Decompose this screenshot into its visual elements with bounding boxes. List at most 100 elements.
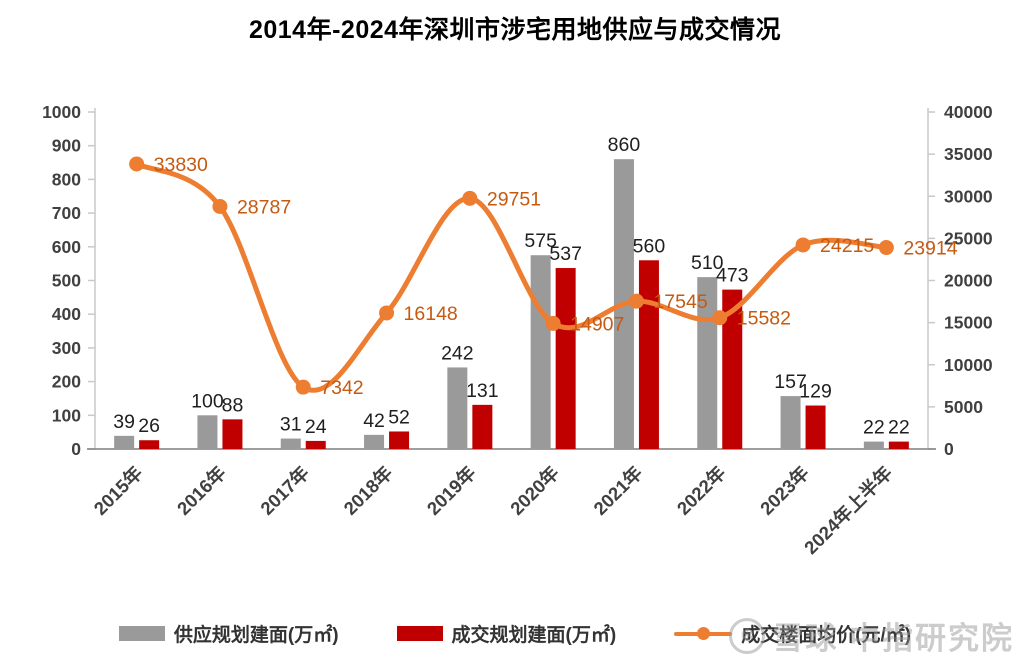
bar-label-supply-2019年: 242 [441,342,474,364]
price-label-2017年: 7342 [320,377,363,399]
right-axis-tick-label: 25000 [944,228,993,248]
x-axis-category-label: 2024年上半年 [800,462,896,558]
x-axis-category-label: 2016年 [173,462,230,519]
bar-label-supply-2020年: 575 [524,230,557,252]
right-axis-tick-label: 15000 [944,313,993,333]
bar-supply-2020年 [530,255,551,449]
bar-label-supply-2015年: 39 [113,411,135,433]
x-axis-category-label: 2023年 [756,462,813,519]
right-axis-tick-label: 5000 [944,397,983,417]
chart-legend: 供应规划建面(万㎡) 成交规划建面(万㎡) 成交楼面均价(元/㎡) [0,620,1030,647]
bar-supply-2015年 [114,435,135,449]
deal-bar-swatch [396,626,443,641]
price-label-2016年: 28787 [237,196,291,218]
bar-label-supply-2017年: 31 [280,414,302,436]
price-line-swatch-dot [697,627,711,640]
bar-label-supply-2024年上半年: 22 [863,417,885,439]
bar-label-deal-2020年: 537 [549,243,582,265]
bar-deal-2021年 [638,260,659,449]
bar-deal-2018年 [389,431,410,449]
x-axis-category-label: 2015年 [89,462,146,519]
price-label-2021年: 17545 [653,291,707,313]
bar-deal-2024年上半年 [888,441,909,449]
bar-supply-2019年 [447,367,468,449]
supply-bar-swatch [118,626,165,641]
bar-deal-2019年 [472,404,493,449]
bar-deal-2020年 [555,268,576,449]
price-label-2019年: 29751 [487,188,541,210]
price-label-2018年: 16148 [404,303,458,325]
price-marker-2020年 [545,315,561,331]
legend-item-supply: 供应规划建面(万㎡) [118,620,339,647]
x-axis-category-label: 2022年 [673,462,730,519]
right-axis-tick-label: 10000 [944,355,993,375]
legend-label-supply: 供应规划建面(万㎡) [173,625,339,646]
legend-label-price: 成交楼面均价(元/㎡) [741,625,912,646]
bar-deal-2022年 [722,289,743,449]
left-axis-tick-label: 100 [52,405,81,425]
bar-label-supply-2023年: 157 [774,371,807,393]
bar-label-supply-2021年: 860 [608,134,641,156]
left-axis-tick-label: 900 [52,136,81,156]
left-axis-tick-label: 800 [52,169,81,189]
bar-deal-2016年 [222,419,243,449]
right-axis-tick-label: 40000 [944,102,993,122]
left-axis-tick-label: 700 [52,203,81,223]
price-marker-2022年 [712,310,728,326]
price-marker-2018年 [379,305,395,321]
bar-deal-2017年 [305,440,326,449]
x-axis-category-label: 2019年 [423,462,480,519]
price-marker-2015年 [129,156,145,172]
left-axis-tick-label: 500 [52,271,81,291]
bar-label-deal-2023年: 129 [799,381,832,403]
x-axis-category-label: 2021年 [589,462,646,519]
bar-label-deal-2022年: 473 [716,265,749,287]
left-axis-tick-label: 300 [52,338,81,358]
bar-deal-2015年 [139,440,160,449]
price-label-2024年上半年: 23914 [903,238,957,260]
price-marker-2017年 [295,379,311,395]
price-marker-2023年 [795,237,811,253]
price-label-2022年: 15582 [737,308,791,330]
x-axis-category-label: 2018年 [339,462,396,519]
left-axis-tick-label: 200 [52,372,81,392]
bar-deal-2023年 [805,405,826,449]
left-axis-tick-label: 0 [71,439,81,459]
price-line [134,161,889,393]
bar-label-supply-2022年: 510 [691,252,724,274]
left-axis-tick-label: 600 [52,237,81,257]
left-axis-tick-label: 1000 [42,102,81,122]
right-axis-tick-label: 35000 [944,144,993,164]
bar-label-deal-2021年: 560 [633,235,666,257]
bar-label-deal-2024年上半年: 22 [888,417,910,439]
bar-label-deal-2015年: 26 [138,415,160,437]
right-axis-tick-label: 20000 [944,271,993,291]
bar-supply-2018年 [364,434,385,449]
chart-canvas: 0 100 200 300 400 500 600 700 800 900 10000 5000 100… [42,102,993,558]
legend-label-deal: 成交规划建面(万㎡) [451,625,617,646]
price-label-2015年: 33830 [154,154,208,176]
bar-label-deal-2016年: 88 [222,394,244,416]
bar-supply-2016年 [197,415,218,449]
chart-title: 2014年-2024年深圳市涉宅用地供应与成交情况 [248,16,782,44]
bar-supply-2017年 [280,438,301,449]
legend-item-deal: 成交规划建面(万㎡) [396,620,617,647]
price-line-swatch [674,626,733,641]
bar-label-supply-2018年: 42 [363,410,385,432]
bar-label-deal-2018年: 52 [388,406,410,428]
price-label-2023年: 24215 [820,235,874,257]
bar-label-supply-2016年: 100 [191,390,224,412]
left-axis-tick-label: 400 [52,304,81,324]
price-marker-2016年 [212,198,228,214]
bar-supply-2023年 [780,396,801,449]
legend-item-price: 成交楼面均价(元/㎡) [674,620,911,647]
x-axis-category-label: 2020年 [506,462,563,519]
right-axis-tick-label: 30000 [944,186,993,206]
x-axis-category-label: 2017年 [256,462,313,519]
price-label-2020年: 14907 [570,313,624,335]
bar-supply-2024年上半年 [863,441,884,449]
bar-label-deal-2019年: 131 [466,380,499,402]
price-marker-2024年上半年 [878,240,894,256]
price-marker-2019年 [462,190,478,206]
